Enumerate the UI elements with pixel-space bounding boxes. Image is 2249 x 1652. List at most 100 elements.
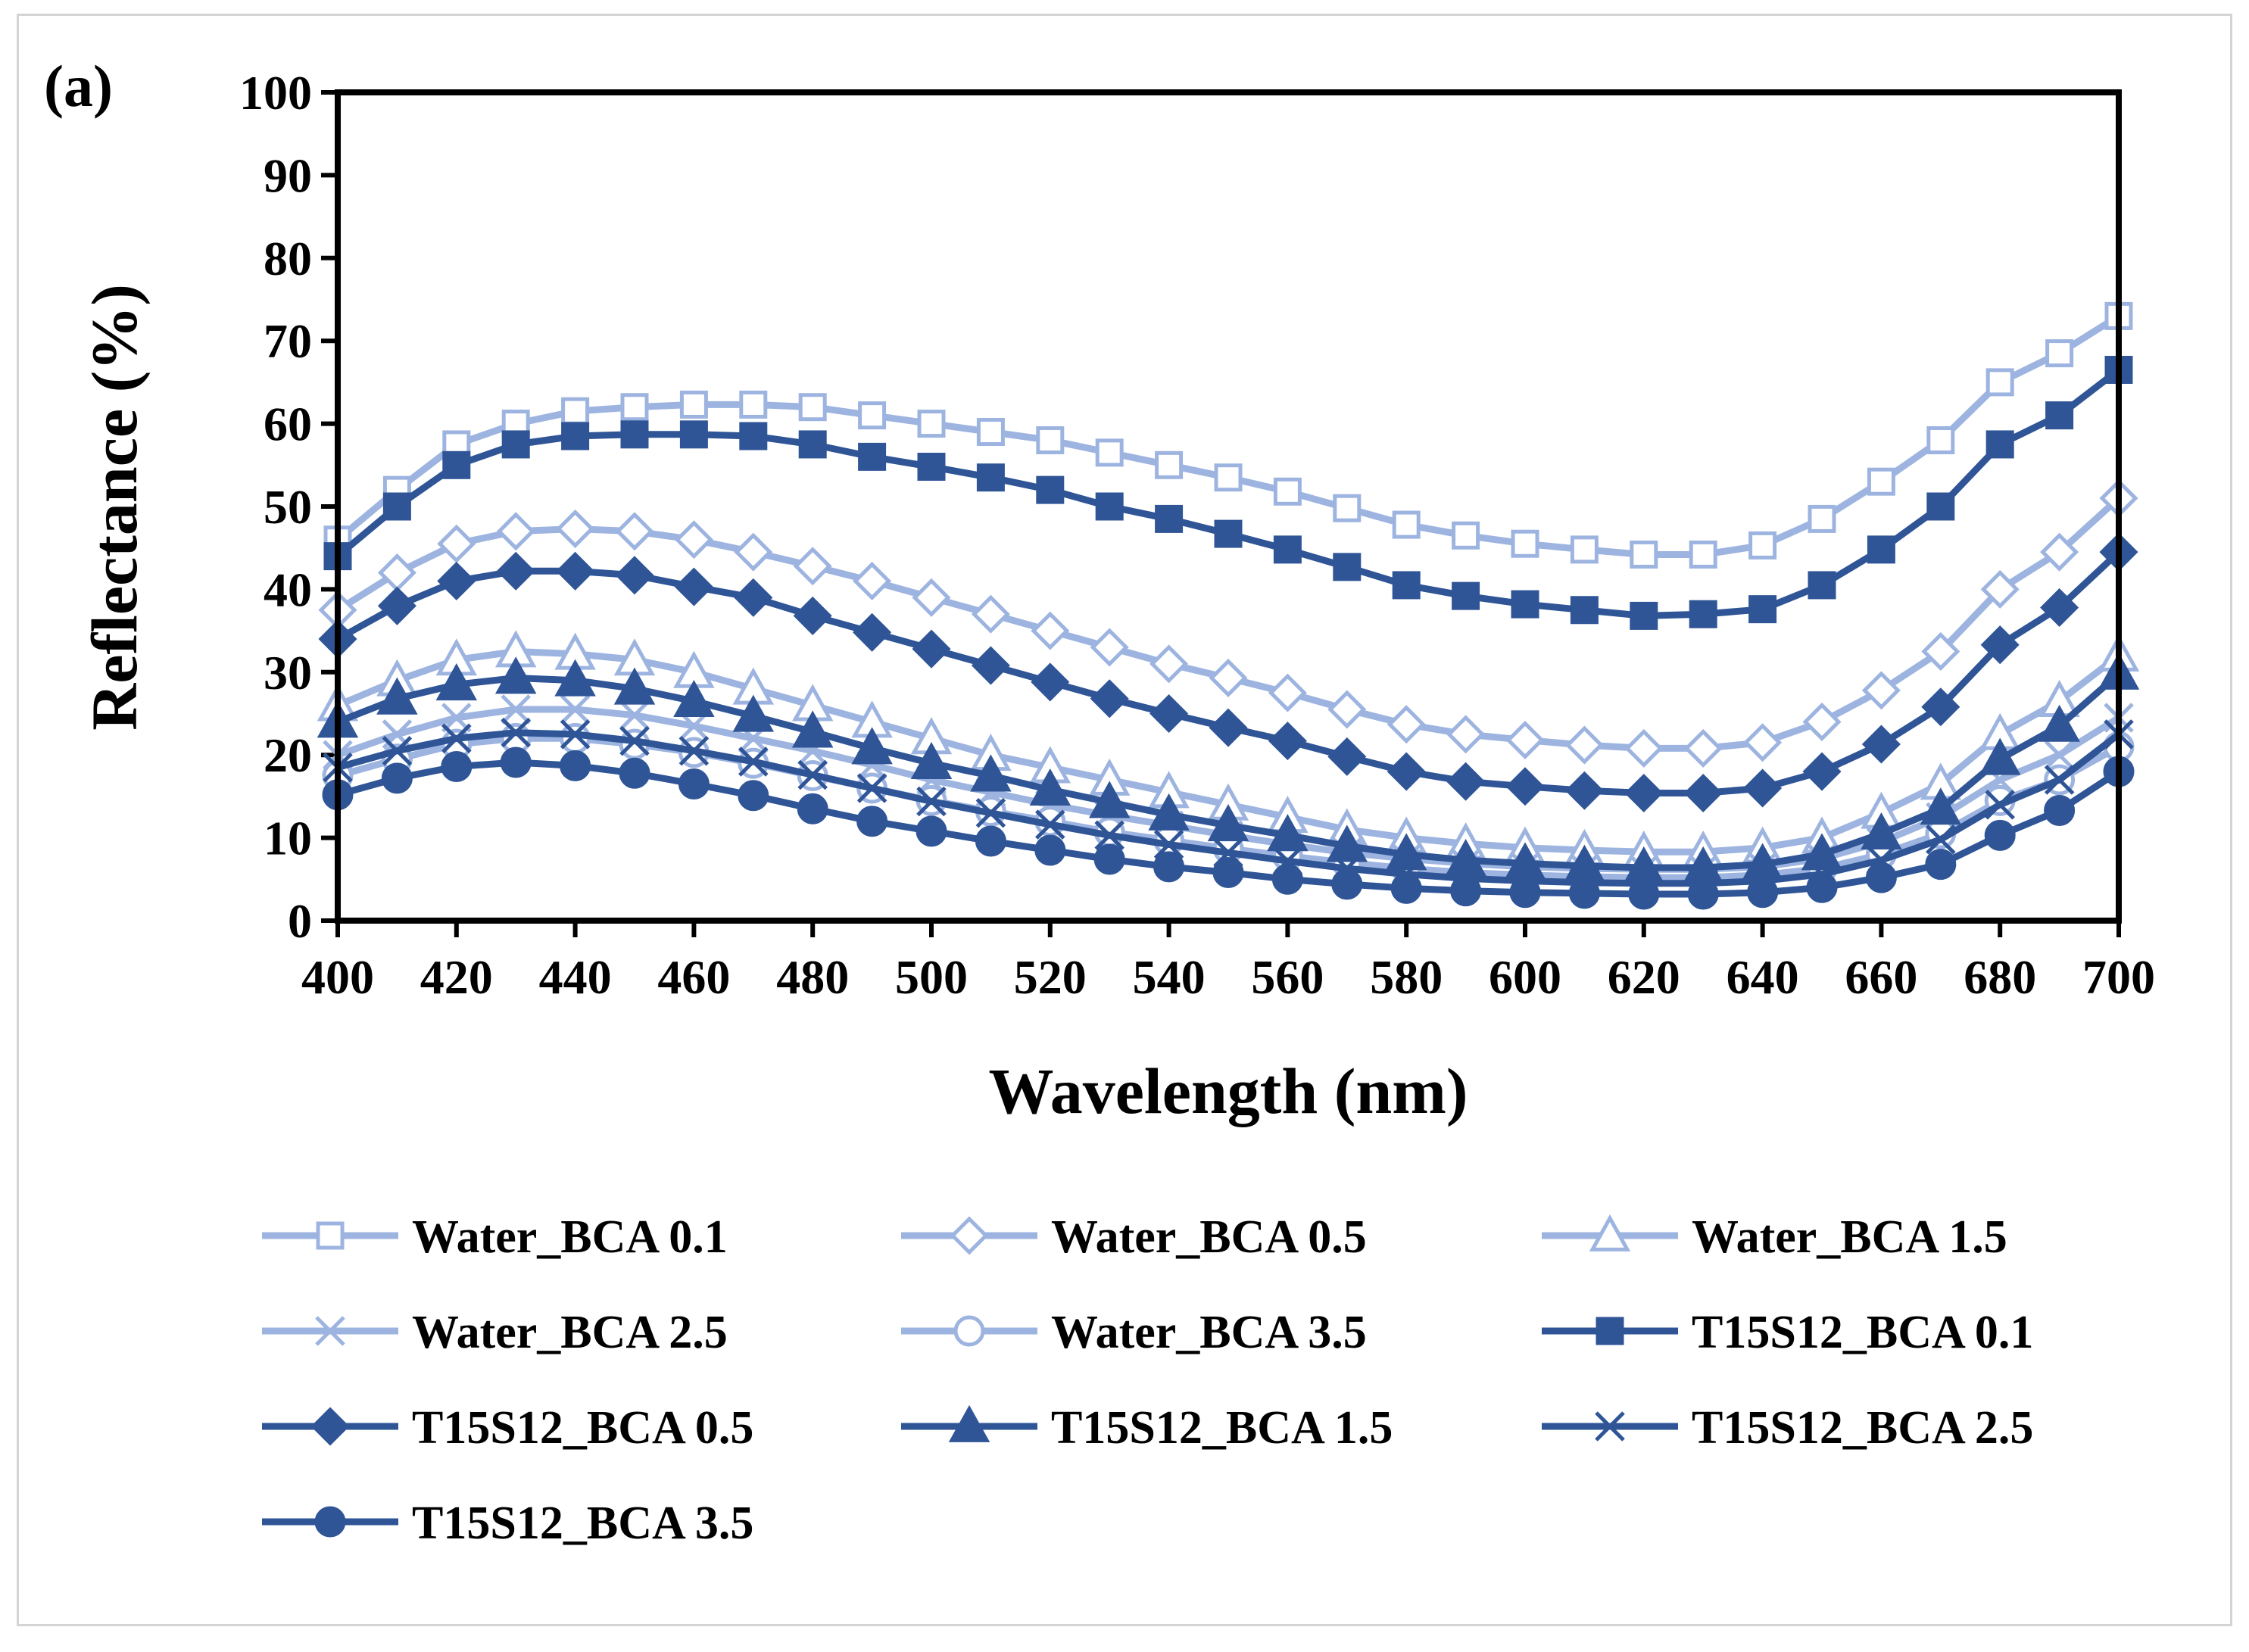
data-point: [377, 553, 416, 593]
series-t15s12-bca-0-5: [318, 532, 2138, 813]
legend-marker: [948, 1404, 990, 1442]
legend-label: T15S12_BCA 0.1: [1692, 1307, 2033, 1358]
data-point: [856, 806, 888, 837]
data-point: [1683, 773, 1723, 813]
data-point: [1926, 425, 1955, 454]
legend-item: Water_BCA 2.5: [262, 1307, 728, 1358]
data-point: [679, 390, 708, 419]
y-tick-label: 70: [264, 314, 312, 368]
data-point: [1984, 819, 2016, 851]
x-tick-label: 640: [1727, 950, 1799, 1004]
data-point: [1802, 702, 1842, 741]
data-point: [1387, 752, 1426, 791]
data-point: [1624, 773, 1664, 813]
data-point: [2045, 401, 2074, 430]
legend-label: T15S12_BCA 2.5: [1692, 1402, 2033, 1454]
series-water-bca-0-1: [323, 301, 2133, 569]
data-point: [793, 547, 832, 586]
data-point: [1861, 812, 1902, 850]
data-point: [560, 719, 591, 750]
data-point: [1806, 871, 1838, 903]
data-point: [1920, 787, 1962, 825]
data-point: [382, 735, 413, 766]
data-point: [793, 596, 832, 635]
data-point: [619, 757, 650, 789]
x-tick-label: 440: [539, 950, 612, 1004]
x-tick-label: 660: [1845, 950, 1917, 1004]
data-point: [620, 393, 649, 422]
data-point: [1564, 725, 1604, 765]
data-point: [1268, 722, 1307, 761]
data-point: [501, 694, 531, 725]
data-point: [917, 410, 946, 438]
data-point: [1980, 569, 2020, 609]
data-point: [1861, 725, 1901, 764]
data-point: [734, 532, 773, 572]
data-point: [1212, 857, 1244, 889]
data-point: [1748, 595, 1777, 624]
data-point: [376, 677, 418, 715]
data-point: [797, 793, 828, 824]
data-point: [1149, 694, 1189, 734]
data-point: [1214, 463, 1243, 492]
data-point: [556, 551, 595, 591]
data-point: [1748, 531, 1777, 559]
data-point: [1327, 737, 1367, 776]
data-point: [858, 401, 887, 430]
data-point: [501, 717, 531, 748]
series-t15s12-bca-0-1: [323, 355, 2133, 630]
legend-marker: [1595, 1411, 1625, 1442]
data-point: [1327, 690, 1367, 729]
legend-item: Water_BCA 0.1: [262, 1211, 728, 1263]
data-point: [2040, 532, 2079, 572]
x-tick-label: 500: [895, 950, 968, 1004]
data-point: [2044, 740, 2075, 770]
x-tick-label: 680: [1964, 950, 2036, 1004]
legend-label: Water_BCA 0.1: [412, 1211, 728, 1263]
y-axis-title: Reflectance (%): [78, 284, 151, 731]
data-point: [739, 422, 768, 450]
data-point: [1392, 510, 1421, 539]
data-point: [2044, 794, 2076, 826]
data-point: [679, 420, 708, 449]
data-point: [613, 667, 656, 705]
data-point: [1029, 768, 1071, 806]
data-point: [1865, 862, 1897, 893]
data-point: [1034, 834, 1066, 866]
data-point: [1031, 662, 1070, 702]
data-point: [2045, 339, 2074, 368]
data-point: [1153, 851, 1185, 883]
data-point: [1267, 814, 1309, 852]
x-tick-label: 460: [657, 950, 730, 1004]
legend-item: Water_BCA 1.5: [1542, 1211, 2007, 1263]
legend-label: T15S12_BCA 1.5: [1051, 1402, 1393, 1454]
data-point: [1979, 737, 2021, 775]
data-point: [1689, 600, 1717, 628]
data-point: [678, 768, 710, 800]
y-axis-ticks: 0 10 20 30 40 50 60 70 80 90 100: [239, 66, 338, 948]
data-point: [1505, 767, 1545, 806]
y-tick-label: 80: [264, 232, 312, 285]
data-point: [858, 442, 887, 471]
data-point: [1867, 467, 1895, 496]
data-point: [678, 735, 710, 766]
data-point: [1209, 658, 1248, 697]
data-point: [1747, 877, 1779, 909]
x-tick-label: 580: [1370, 950, 1443, 1004]
data-point: [1926, 824, 1956, 855]
data-point: [674, 567, 713, 606]
data-point: [1031, 611, 1070, 650]
legend-marker: [310, 1407, 350, 1446]
data-point: [853, 561, 892, 600]
data-point: [851, 727, 893, 765]
data-point: [1095, 438, 1124, 467]
y-tick-label: 40: [264, 563, 312, 616]
data-point: [1570, 596, 1599, 625]
data-point: [500, 747, 532, 778]
data-point: [381, 762, 413, 794]
data-point: [1095, 492, 1124, 521]
x-tick-label: 620: [1608, 950, 1680, 1004]
data-point: [1035, 809, 1065, 840]
legend-label: Water_BCA 1.5: [1692, 1211, 2007, 1263]
legend-label: T15S12_BCA 3.5: [412, 1498, 753, 1549]
